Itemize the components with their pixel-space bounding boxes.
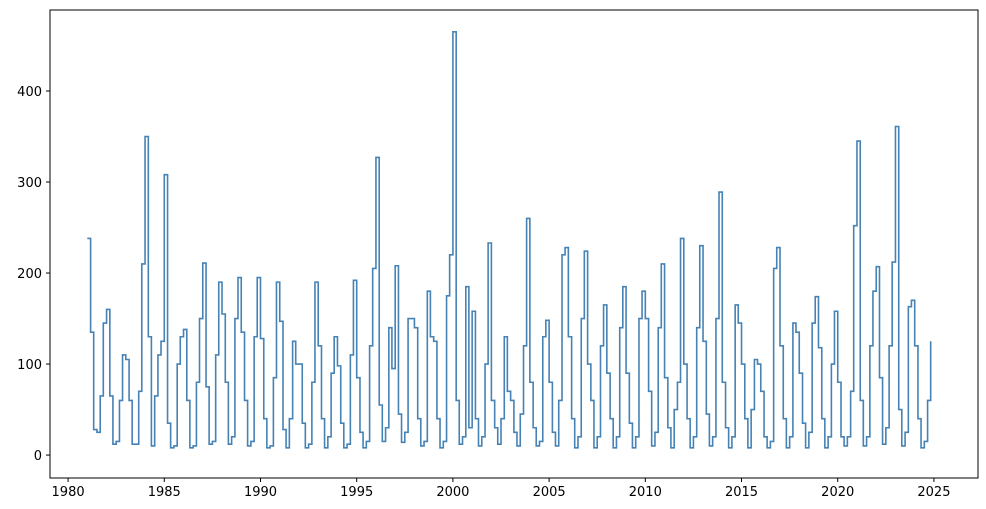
y-tick-label: 0 [34,449,42,464]
x-tick-label: 2010 [629,485,662,500]
y-tick-label: 300 [17,176,42,191]
x-tick-label: 2025 [917,485,950,500]
x-tick-label: 2020 [821,485,854,500]
data-line [87,31,932,449]
y-tick-label: 200 [17,267,42,282]
x-tick-label: 1985 [148,485,181,500]
y-tick-label: 400 [17,85,42,100]
plot-frame [49,9,979,479]
x-tick-label: 1980 [52,485,85,500]
x-tick-label: 1995 [340,485,373,500]
x-tick-label: 2015 [725,485,758,500]
x-tick-label: 2005 [533,485,566,500]
x-tick-label: 1990 [244,485,277,500]
y-tick-label: 100 [17,358,42,373]
x-tick-label: 2000 [436,485,469,500]
